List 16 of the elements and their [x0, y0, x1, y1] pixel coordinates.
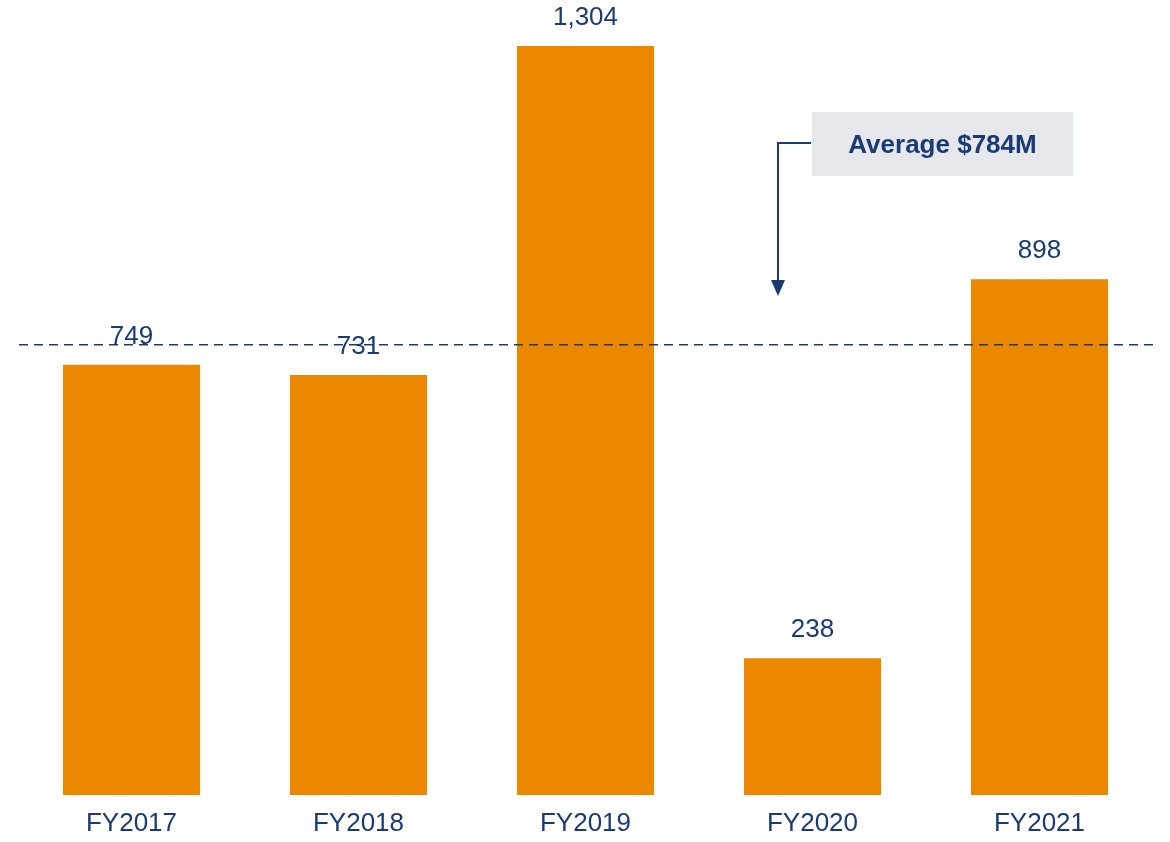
x-tick-label: FY2018	[312, 806, 405, 837]
bar	[743, 658, 882, 795]
x-tick-label: FY2017	[85, 806, 178, 837]
bar	[970, 279, 1109, 795]
data-label: 731	[336, 330, 381, 361]
x-tick-label: FY2019	[539, 806, 632, 837]
bar	[62, 364, 201, 795]
data-label: 749	[109, 319, 154, 350]
x-tick-label: FY2021	[993, 806, 1086, 837]
ref-line-label: Average $784M	[812, 112, 1073, 176]
bar	[516, 46, 655, 795]
data-label: 898	[1017, 234, 1062, 265]
data-label: 1,304	[552, 1, 619, 31]
data-label: 238	[790, 613, 835, 644]
x-tick-label: FY2020	[766, 806, 859, 837]
bar	[289, 375, 428, 795]
